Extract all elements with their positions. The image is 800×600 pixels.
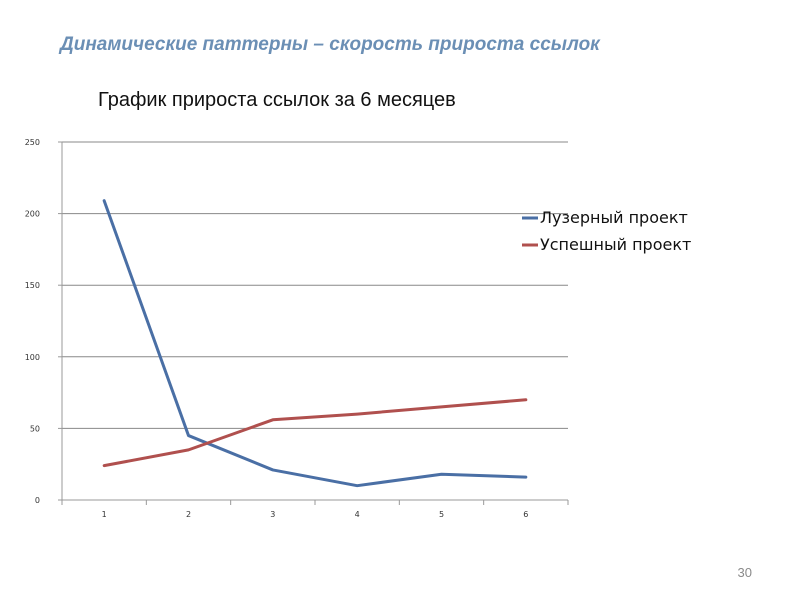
slide-title: Динамические паттерны – скорость прирост… [60, 34, 600, 55]
legend-label: Лузерный проект [540, 208, 688, 227]
y-tick-label: 250 [25, 138, 40, 147]
x-tick-label: 5 [439, 510, 444, 519]
x-tick-label: 3 [270, 510, 275, 519]
y-tick-label: 0 [35, 496, 40, 505]
y-tick-label: 200 [25, 210, 40, 219]
y-tick-label: 50 [30, 424, 40, 433]
series-lines [102, 199, 528, 488]
legend: Лузерный проект Успешный проект [522, 208, 691, 254]
legend-label: Успешный проект [540, 235, 691, 254]
x-tick-label: 1 [102, 510, 107, 519]
x-tick-label: 2 [186, 510, 191, 519]
series-line-1 [102, 199, 528, 488]
x-axis: 1 2 3 4 5 6 [61, 500, 569, 519]
x-tick-label: 4 [355, 510, 360, 519]
x-tick-label: 6 [523, 510, 528, 519]
chart-title: График прироста ссылок за 6 месяцев [98, 89, 456, 111]
y-tick-label: 100 [25, 353, 40, 362]
series-line-2 [102, 398, 528, 468]
gridlines [62, 141, 568, 501]
y-tick-label: 150 [25, 281, 40, 290]
y-axis: 0 50 100 150 200 250 [25, 138, 63, 505]
page-number: 30 [737, 565, 752, 580]
